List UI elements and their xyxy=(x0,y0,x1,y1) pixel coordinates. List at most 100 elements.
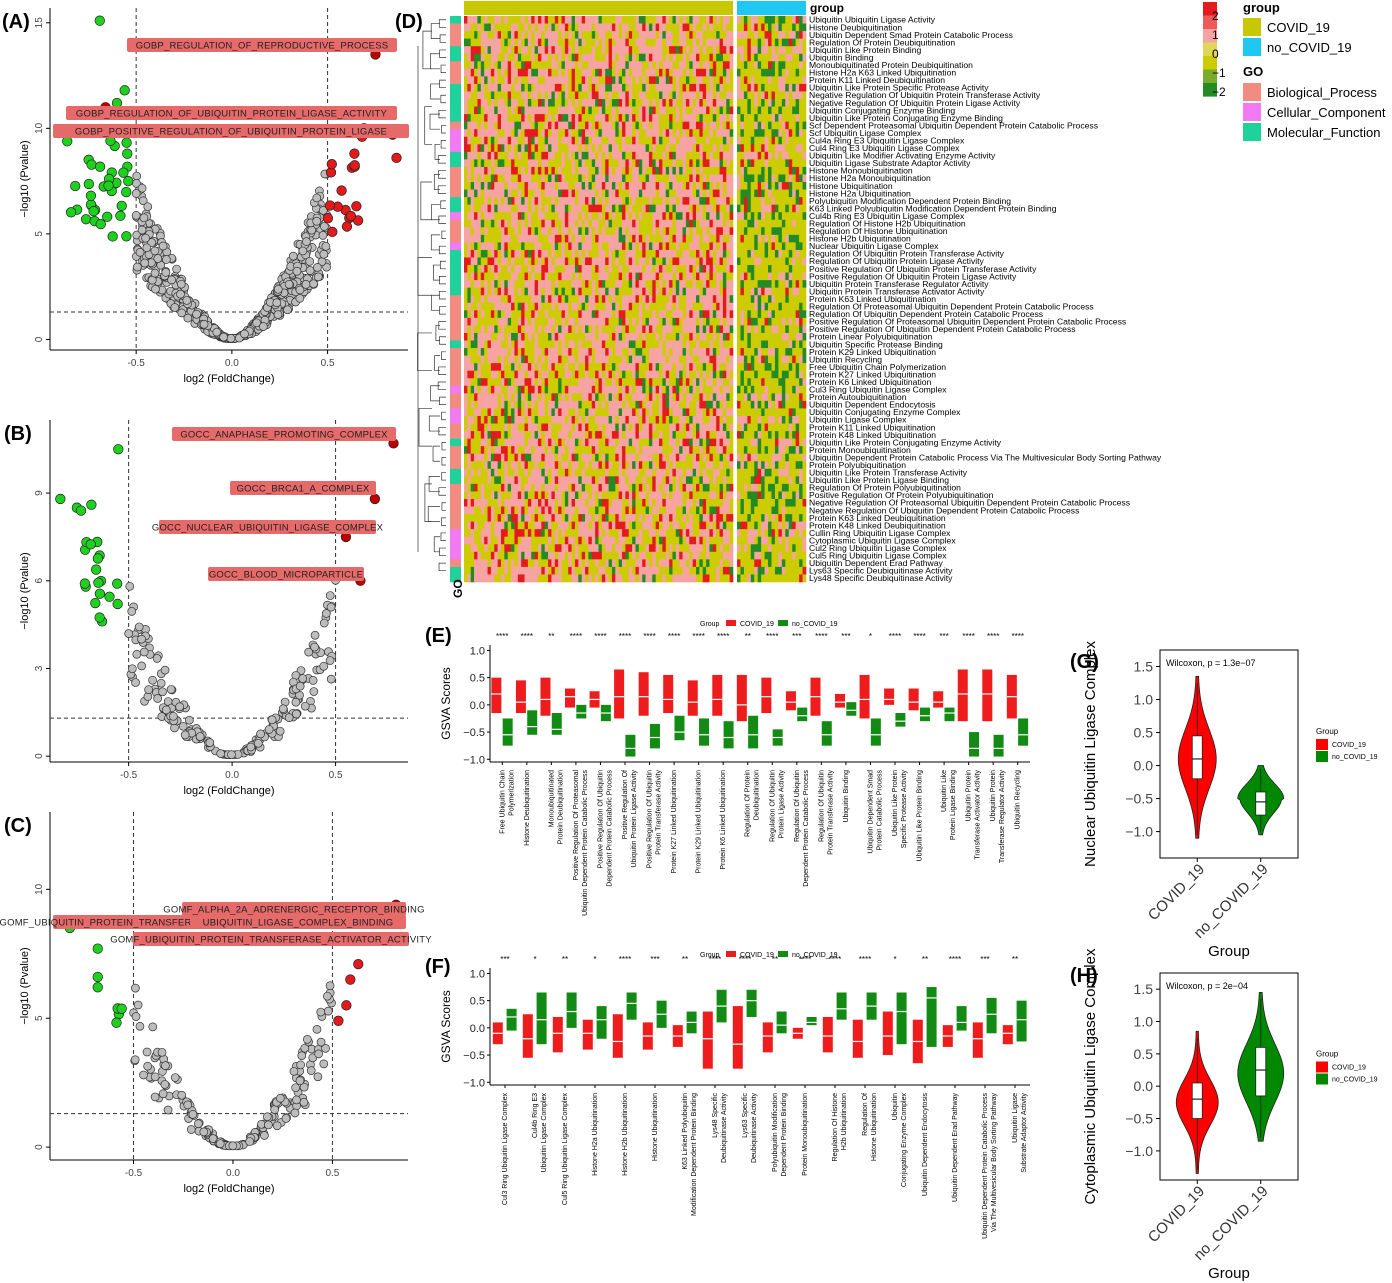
heatmap-cell xyxy=(788,129,793,138)
heatmap-cell xyxy=(685,197,690,205)
heatmap-cell xyxy=(598,121,603,130)
heatmap-cell xyxy=(534,91,539,100)
heatmap-cell xyxy=(628,234,633,243)
heatmap-cell xyxy=(571,212,576,221)
heatmap-cell xyxy=(507,280,512,288)
heatmap-cell xyxy=(524,61,529,70)
heatmap-cell xyxy=(605,46,609,55)
heatmap-cell xyxy=(743,174,748,183)
heatmap-cell xyxy=(768,121,772,130)
heatmap-cell xyxy=(474,249,478,258)
heatmap-cell xyxy=(632,99,636,107)
heatmap-cell xyxy=(716,212,720,221)
heatmap-cell xyxy=(507,227,512,236)
heatmap-cell xyxy=(507,249,512,258)
heatmap-cell xyxy=(709,265,714,273)
heatmap-cell xyxy=(615,16,619,24)
heatmap-cell xyxy=(558,189,562,198)
heatmap-cell xyxy=(648,121,653,130)
heatmap-cell xyxy=(578,219,582,228)
heatmap-cell xyxy=(669,212,673,221)
heatmap-cell xyxy=(679,212,683,221)
heatmap-cell xyxy=(595,166,599,175)
data-point xyxy=(139,647,149,657)
heatmap-cell xyxy=(487,189,492,198)
heatmap-cell xyxy=(764,144,769,153)
heatmap-cell xyxy=(618,151,623,160)
heatmap-cell xyxy=(581,189,586,198)
data-point xyxy=(273,310,283,319)
heatmap-cell xyxy=(548,219,552,228)
go-annotation-cell xyxy=(450,129,461,138)
go-annotation-cell xyxy=(450,234,461,243)
heatmap-cell xyxy=(531,68,535,77)
heatmap-cell xyxy=(608,83,613,92)
heatmap-cell xyxy=(726,159,730,168)
heatmap-cell xyxy=(761,287,765,296)
heatmap-cell xyxy=(740,46,745,55)
heatmap-cell xyxy=(747,287,752,296)
heatmap-cell xyxy=(487,76,492,85)
heatmap-cell xyxy=(487,174,492,183)
heatmap-cell xyxy=(568,182,572,190)
up-regulated-point xyxy=(324,200,336,211)
heatmap-cell xyxy=(675,280,680,288)
heatmap-cell xyxy=(588,166,593,175)
heatmap-cell xyxy=(618,53,623,62)
heatmap-cell xyxy=(574,83,579,92)
heatmap-cell xyxy=(500,219,505,228)
data-point xyxy=(290,1108,300,1118)
heatmap-cell xyxy=(740,136,745,145)
heatmap-cell xyxy=(781,31,786,39)
heatmap-cell xyxy=(726,295,730,304)
go-annotation-cell xyxy=(450,370,461,379)
heatmap-cell xyxy=(635,68,640,77)
heatmap-cell xyxy=(628,46,633,55)
heatmap-cell xyxy=(757,61,762,70)
heatmap-cell xyxy=(544,166,549,175)
go-annotation-cell xyxy=(450,310,461,319)
heatmap-cell xyxy=(615,159,619,168)
heatmap-cell xyxy=(554,46,559,55)
heatmap-cell xyxy=(500,204,505,213)
heatmap-cell xyxy=(527,91,532,100)
heatmap-cell xyxy=(521,265,525,273)
heatmap-cell xyxy=(743,295,748,304)
heatmap-cell xyxy=(598,31,603,39)
heatmap-cell xyxy=(521,174,525,183)
heatmap-cell xyxy=(622,249,626,258)
heatmap-cell xyxy=(675,31,680,39)
heatmap-cell xyxy=(554,265,559,273)
heatmap-cell xyxy=(608,23,613,32)
heatmap-cell xyxy=(737,46,741,55)
heatmap-cell xyxy=(578,280,582,288)
heatmap-cell xyxy=(645,136,650,145)
heatmap-cell xyxy=(709,272,714,281)
heatmap-cell xyxy=(682,68,687,77)
heatmap-cell xyxy=(487,234,492,243)
heatmap-cell xyxy=(494,242,498,251)
heatmap-cell xyxy=(487,68,492,77)
heatmap-cell xyxy=(648,257,653,266)
heatmap-cell xyxy=(788,151,793,160)
heatmap-cell xyxy=(581,106,586,115)
heatmap-cell xyxy=(561,46,566,55)
heatmap-cell xyxy=(467,83,472,92)
heatmap-cell xyxy=(709,91,714,100)
heatmap-cell xyxy=(655,242,660,251)
heatmap-cell xyxy=(474,38,478,47)
heatmap-cell xyxy=(672,227,677,236)
heatmap-cell xyxy=(788,257,793,266)
heatmap-cell xyxy=(527,189,532,198)
heatmap-cell xyxy=(581,121,586,130)
up-regulated-point xyxy=(349,148,360,159)
heatmap-cell xyxy=(605,121,609,130)
heatmap-cell xyxy=(554,219,559,228)
heatmap-cell xyxy=(740,182,745,190)
heatmap-cell xyxy=(785,46,790,55)
heatmap-cell xyxy=(659,68,663,77)
go-annotation-cell xyxy=(450,423,461,432)
heatmap-cell xyxy=(611,227,616,236)
heatmap-cell xyxy=(750,31,755,39)
heatmap-cell xyxy=(578,189,582,198)
